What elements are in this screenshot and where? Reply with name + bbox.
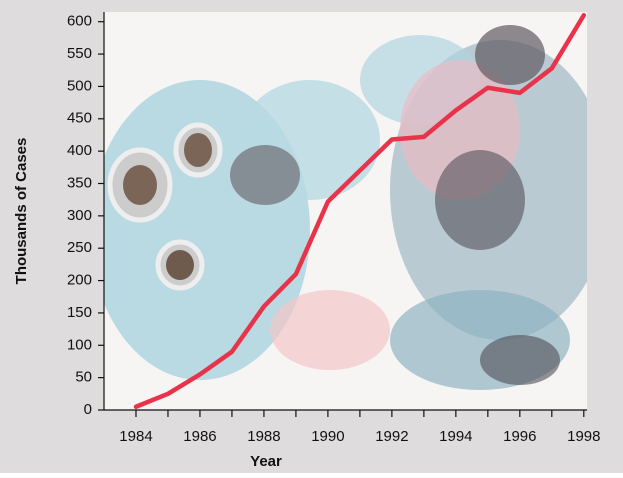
y-tick-label: 350 [67,174,92,191]
y-tick-label: 150 [67,304,92,321]
x-tick-label: 1988 [247,428,280,445]
x-tick-label: 1984 [119,428,152,445]
x-tick-label: 1992 [375,428,408,445]
x-tick-label: 1996 [503,428,536,445]
y-tick-label: 400 [67,142,92,159]
y-tick-label: 450 [67,110,92,127]
y-tick-label: 100 [67,336,92,353]
y-tick-label: 50 [75,369,92,386]
background-image [104,12,587,410]
x-tick-label: 1998 [567,428,600,445]
y-tick-label: 250 [67,239,92,256]
y-tick-label: 500 [67,77,92,94]
x-tick-label: 1986 [183,428,216,445]
x-tick-label: 1994 [439,428,472,445]
y-tick-label: 600 [67,13,92,30]
y-tick-label: 200 [67,272,92,289]
x-tick-label: 1990 [311,428,344,445]
y-axis-label: Thousands of Cases [13,138,30,285]
y-tick-label: 300 [67,207,92,224]
x-axis-label: Year [250,453,282,470]
y-tick-label: 0 [84,401,92,418]
y-tick-label: 550 [67,45,92,62]
data-line [133,12,587,410]
